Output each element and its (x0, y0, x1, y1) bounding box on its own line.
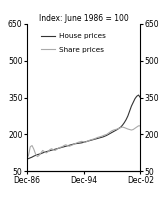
House prices (134, 98, 136, 100)
Share prices (84, 141, 86, 143)
House prices (84, 141, 86, 143)
Share prices (59, 146, 61, 149)
House prices (123, 121, 125, 124)
Legend: House prices, Share prices: House prices, Share prices (39, 32, 107, 54)
Share prices (26, 158, 28, 160)
Line: Share prices: Share prices (27, 126, 140, 159)
House prices (26, 158, 28, 160)
Share prices (52, 149, 54, 151)
Share prices (123, 126, 125, 129)
Share prices (137, 125, 139, 127)
Share prices (74, 143, 76, 145)
Title: Index: June 1986 = 100: Index: June 1986 = 100 (39, 14, 128, 23)
House prices (137, 94, 139, 96)
House prices (52, 149, 54, 151)
Line: House prices: House prices (27, 95, 140, 159)
House prices (74, 143, 76, 145)
House prices (59, 147, 61, 149)
Share prices (134, 127, 136, 129)
House prices (139, 96, 141, 99)
Share prices (139, 125, 141, 127)
